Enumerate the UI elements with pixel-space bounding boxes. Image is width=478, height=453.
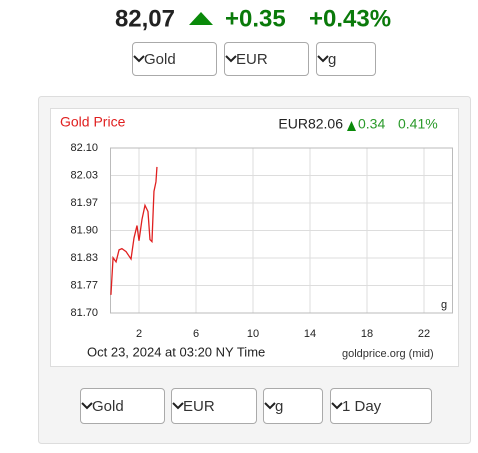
unit: g: [441, 299, 447, 311]
change-pct: +0.43%: [309, 5, 391, 32]
chart-box: [50, 108, 459, 367]
chevron: [225, 55, 237, 63]
dropdown-label: Gold: [92, 397, 124, 415]
y-tick-label: 81.97: [70, 197, 98, 209]
summary-price: EUR82.06: [278, 116, 343, 132]
chevron: [317, 55, 329, 63]
x-tick-label: 2: [136, 328, 142, 340]
dropdown[interactable]: g: [316, 42, 376, 76]
chevron: [264, 402, 276, 410]
y-tick-label: 81.90: [70, 224, 98, 236]
up-arrow: [189, 12, 213, 25]
dropdown[interactable]: g: [263, 388, 323, 424]
dropdown[interactable]: Gold: [132, 42, 217, 76]
plot-border: [110, 147, 453, 314]
change: +0.35: [225, 5, 286, 32]
x-tick-label: 18: [361, 328, 373, 340]
y-tick-label: 82.10: [70, 142, 98, 154]
chevron: [331, 402, 343, 410]
summary-arrow: [347, 121, 356, 131]
chevron: [172, 402, 184, 410]
y-tick-label: 81.77: [70, 279, 98, 291]
dropdown-label: EUR: [236, 50, 268, 68]
chart-title: Gold Price: [60, 114, 126, 130]
x-tick-label: 22: [418, 328, 430, 340]
dropdown[interactable]: 1 Day: [330, 388, 432, 424]
y-tick-label: 82.03: [70, 169, 98, 181]
timestamp: Oct 23, 2024 at 03:20 NY Time: [87, 344, 265, 359]
dropdown[interactable]: Gold: [80, 388, 165, 424]
source: goldprice.org (mid): [342, 348, 434, 360]
summary-change-pct: 0.41%: [398, 116, 438, 132]
dropdown-label: g: [275, 397, 284, 415]
y-tick-label: 81.83: [70, 252, 98, 264]
dropdown-label: g: [328, 50, 337, 68]
chevron: [81, 402, 93, 410]
dropdown-label: EUR: [183, 397, 215, 415]
price-line: [110, 166, 158, 295]
dropdown[interactable]: EUR: [224, 42, 309, 76]
x-tick-label: 6: [193, 328, 199, 340]
price: 82,07: [115, 5, 175, 32]
x-tick-label: 14: [304, 328, 316, 340]
summary-change: 0.34: [358, 116, 385, 132]
dropdown[interactable]: EUR: [171, 388, 257, 424]
chevron: [133, 55, 145, 63]
dropdown-label: 1 Day: [342, 397, 382, 415]
dropdown-label: Gold: [144, 50, 176, 68]
y-tick-label: 81.70: [70, 307, 98, 319]
x-tick-label: 10: [247, 328, 259, 340]
